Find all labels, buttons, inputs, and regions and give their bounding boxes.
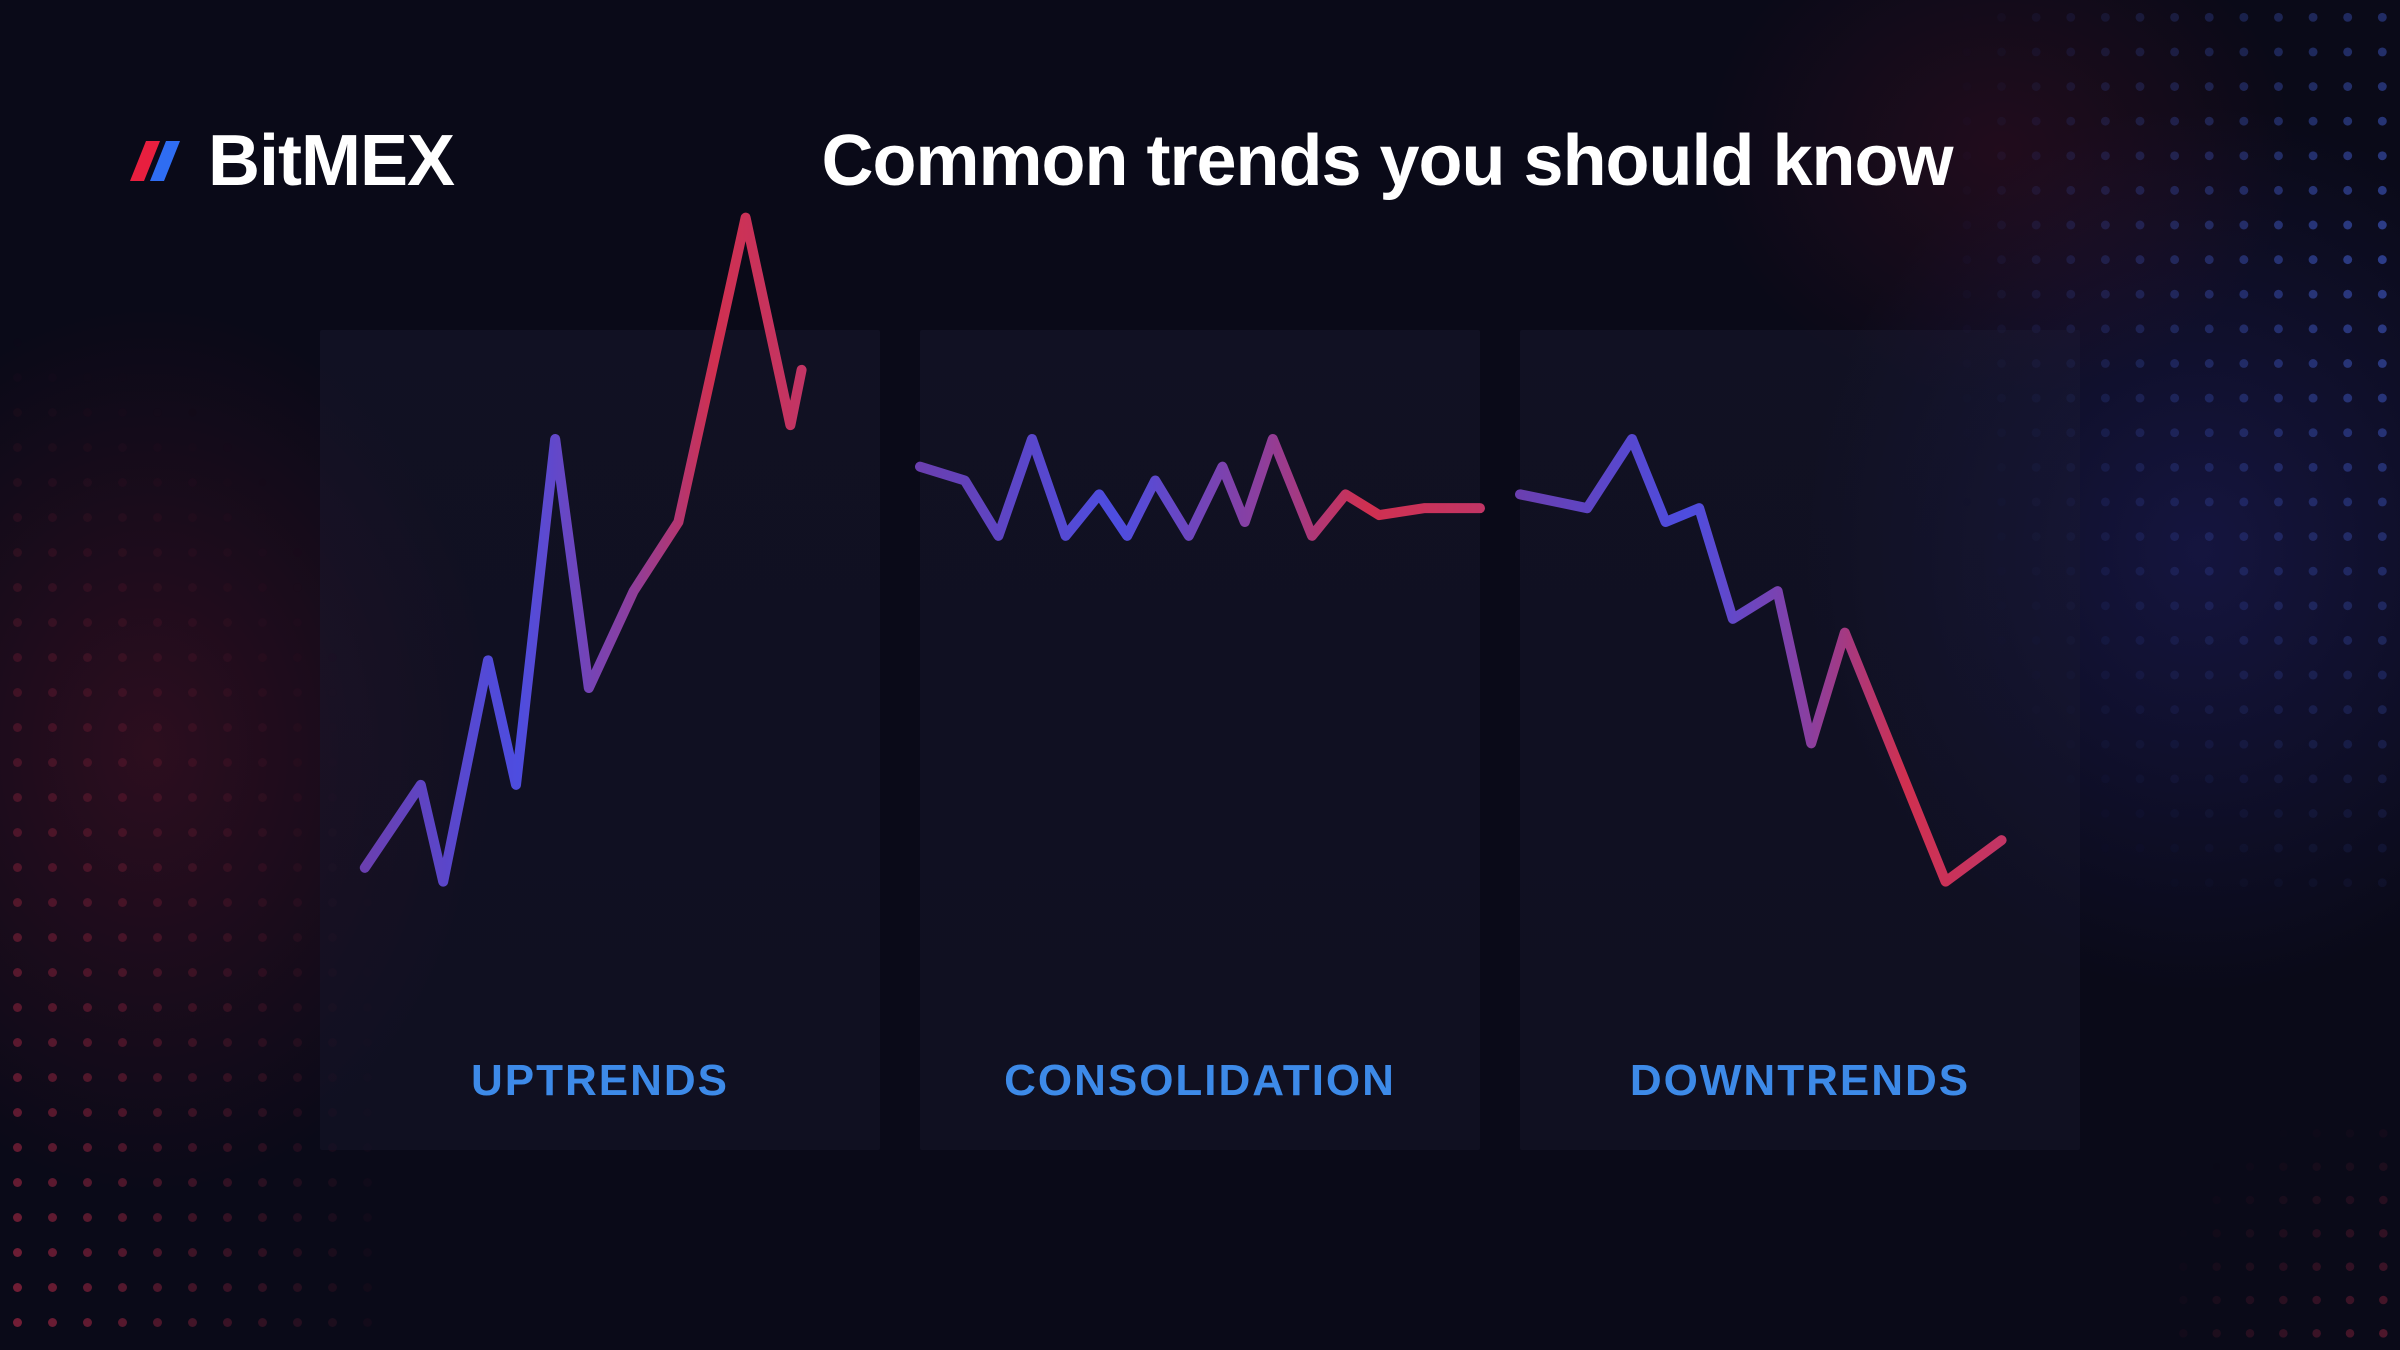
panel-consolidation: CONSOLIDATION [920, 330, 1480, 1150]
chart-downtrends [1520, 330, 2080, 1020]
chart-consolidation [920, 330, 1480, 1020]
panel-label-consolidation: CONSOLIDATION [920, 1020, 1480, 1150]
panel-downtrends: DOWNTRENDS [1520, 330, 2080, 1150]
decorative-dots-bottom-right [2100, 1050, 2400, 1350]
panels-row: UPTRENDS CONSOLIDATION DOWNTRENDS [320, 330, 2080, 1150]
logo-slash-icon [120, 131, 190, 191]
panel-label-downtrends: DOWNTRENDS [1520, 1020, 2080, 1150]
panel-label-uptrends: UPTRENDS [320, 1020, 880, 1150]
chart-uptrends [320, 330, 880, 1020]
panel-uptrends: UPTRENDS [320, 330, 880, 1150]
